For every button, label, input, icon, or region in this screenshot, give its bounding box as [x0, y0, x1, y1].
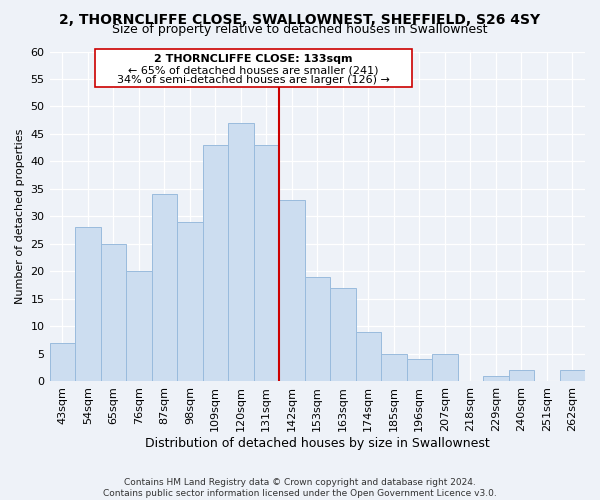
Bar	[305, 277, 330, 382]
Text: Size of property relative to detached houses in Swallownest: Size of property relative to detached ho…	[112, 22, 488, 36]
Bar	[509, 370, 534, 382]
Text: 2 THORNCLIFFE CLOSE: 133sqm: 2 THORNCLIFFE CLOSE: 133sqm	[154, 54, 353, 64]
Bar	[228, 123, 254, 382]
Bar	[279, 200, 305, 382]
Text: Contains HM Land Registry data © Crown copyright and database right 2024.
Contai: Contains HM Land Registry data © Crown c…	[103, 478, 497, 498]
FancyBboxPatch shape	[95, 49, 412, 87]
Bar	[177, 222, 203, 382]
Bar	[407, 360, 432, 382]
Bar	[432, 354, 458, 382]
Bar	[330, 288, 356, 382]
Bar	[254, 145, 279, 382]
Bar	[101, 244, 126, 382]
Bar	[356, 332, 381, 382]
Bar	[126, 272, 152, 382]
Text: 2, THORNCLIFFE CLOSE, SWALLOWNEST, SHEFFIELD, S26 4SY: 2, THORNCLIFFE CLOSE, SWALLOWNEST, SHEFF…	[59, 12, 541, 26]
Bar	[50, 343, 75, 382]
Bar	[203, 145, 228, 382]
Text: 34% of semi-detached houses are larger (126) →: 34% of semi-detached houses are larger (…	[117, 74, 390, 85]
Bar	[483, 376, 509, 382]
X-axis label: Distribution of detached houses by size in Swallownest: Distribution of detached houses by size …	[145, 437, 490, 450]
Bar	[152, 194, 177, 382]
Bar	[560, 370, 585, 382]
Bar	[75, 228, 101, 382]
Text: ← 65% of detached houses are smaller (241): ← 65% of detached houses are smaller (24…	[128, 65, 379, 75]
Y-axis label: Number of detached properties: Number of detached properties	[15, 129, 25, 304]
Bar	[381, 354, 407, 382]
